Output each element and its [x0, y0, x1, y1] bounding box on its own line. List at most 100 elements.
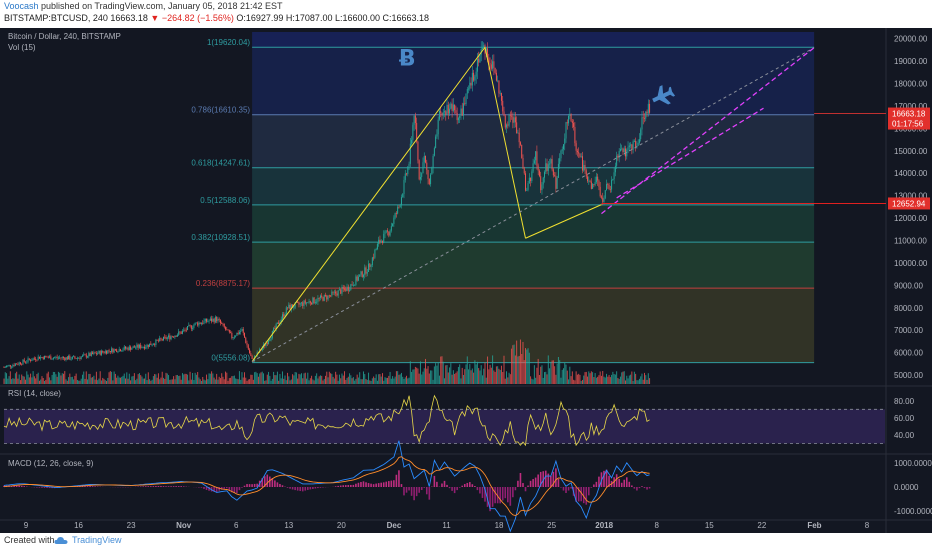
volume-bar	[597, 376, 599, 384]
volume-bar	[494, 371, 496, 384]
volume-bar	[489, 364, 491, 384]
candle	[430, 174, 432, 185]
macd-histogram-bar	[342, 485, 345, 487]
fib-label: 0.382(10928.51)	[191, 233, 250, 242]
volume-bar	[199, 379, 201, 384]
candle	[578, 152, 580, 154]
volume-bar	[306, 378, 308, 384]
author-link[interactable]: Voocash	[4, 1, 39, 11]
x-tick-label: 11	[442, 521, 451, 530]
macd-histogram-bar	[375, 483, 377, 487]
candle	[387, 230, 389, 232]
volume-bar	[379, 374, 381, 384]
candle	[530, 177, 532, 181]
volume-bar	[265, 380, 267, 384]
chart-canvas[interactable]: 1(19620.04) 0.786(16610.35) 0.618(14247.61…	[0, 28, 932, 533]
candle	[232, 337, 234, 339]
volume-bar	[64, 371, 66, 384]
candle	[492, 61, 494, 69]
volume-bar	[50, 380, 52, 384]
volume-bar	[627, 378, 629, 384]
macd-histogram-bar	[506, 487, 509, 503]
macd-histogram-bar	[504, 487, 507, 499]
volume-pane-title: Vol (15)	[8, 43, 36, 52]
volume-bar	[374, 377, 376, 384]
macd-histogram-bar	[233, 487, 236, 493]
candle	[598, 180, 600, 187]
candle	[11, 366, 13, 368]
volume-bar	[146, 380, 148, 384]
bitcoin-icon: Ƀ	[399, 47, 416, 72]
volume-bar	[198, 377, 200, 384]
macd-histogram-bar	[577, 487, 580, 502]
volume-bar	[174, 379, 176, 384]
candle	[159, 338, 161, 342]
macd-histogram-bar	[499, 487, 501, 504]
candle	[321, 295, 323, 297]
candle	[194, 322, 196, 326]
macd-histogram-bar	[514, 487, 517, 491]
volume-bar	[492, 355, 494, 384]
candle	[399, 205, 401, 207]
volume-bar	[299, 374, 301, 384]
y-tick-label: 10000.00	[894, 259, 928, 268]
volume-bar	[156, 377, 158, 384]
candle	[275, 323, 277, 329]
volume-bar	[230, 377, 232, 384]
volume-bar	[564, 362, 566, 384]
y-tick-label: 7000.00	[894, 326, 923, 335]
volume-bar	[560, 377, 562, 384]
candle	[238, 332, 240, 334]
macd-histogram-bar	[501, 487, 504, 501]
candle	[161, 339, 163, 341]
candle	[113, 349, 115, 353]
candle	[219, 319, 221, 324]
volume-bar	[411, 371, 413, 384]
volume-bar	[188, 380, 190, 384]
candle	[203, 320, 205, 324]
volume-bar	[562, 368, 564, 384]
candle	[522, 157, 524, 169]
volume-bar	[155, 374, 157, 384]
macd-histogram-bar	[390, 480, 393, 487]
candle	[19, 362, 21, 365]
candle	[173, 336, 175, 338]
volume-bar	[460, 378, 462, 384]
fib-zone	[252, 242, 815, 289]
volume-bar	[444, 378, 445, 384]
volume-bar	[109, 371, 111, 384]
macd-histogram-bar	[646, 487, 648, 490]
tradingview-brand[interactable]: TradingView	[72, 535, 122, 545]
volume-bar	[145, 373, 147, 384]
macd-histogram-bar	[84, 486, 86, 487]
candle	[621, 148, 623, 150]
macd-histogram-bar	[296, 487, 299, 491]
volume-bar	[204, 380, 206, 384]
candle	[199, 322, 201, 324]
volume-bar	[332, 376, 334, 384]
volume-bar	[543, 372, 545, 384]
price-change: ▼ −264.82 (−1.56%)	[150, 13, 234, 23]
candle	[409, 143, 411, 164]
volume-bar	[571, 371, 573, 384]
volume-bar	[376, 380, 378, 384]
candle	[390, 226, 392, 231]
candle	[225, 327, 227, 330]
macd-histogram-bar	[253, 483, 256, 487]
candle	[81, 355, 83, 357]
candle	[165, 336, 167, 340]
macd-histogram-bar	[225, 487, 228, 489]
volume-bar	[294, 372, 296, 384]
volume-bar	[451, 374, 453, 384]
volume-bar	[244, 372, 246, 384]
chart-svg[interactable]: 1(19620.04) 0.786(16610.35) 0.618(14247.61…	[0, 28, 932, 533]
candle	[568, 115, 570, 124]
candle	[42, 357, 44, 360]
candle	[561, 149, 563, 151]
candle	[93, 352, 95, 355]
candle	[556, 177, 558, 189]
projection-line	[601, 47, 815, 215]
x-tick-label: 16	[74, 521, 83, 530]
candle	[394, 213, 396, 218]
volume-bar	[408, 377, 410, 384]
